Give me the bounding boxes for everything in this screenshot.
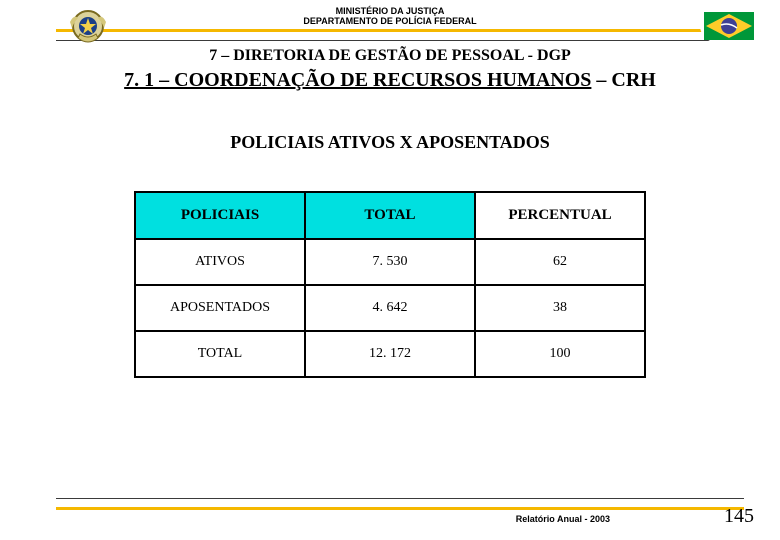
- col-header-2: PERCENTUAL: [475, 192, 645, 239]
- federal-police-badge-icon: [64, 4, 112, 57]
- subsection-underlined: 7. 1 – COORDENAÇÃO DE RECURSOS HUMANOS: [124, 69, 591, 91]
- col-header-0: POLICIAIS: [135, 192, 305, 239]
- section-heading: 7 – DIRETORIA DE GESTÃO DE PESSOAL - DGP: [0, 47, 780, 65]
- ministry-line1: MINISTÉRIO DA JUSTIÇA: [0, 6, 780, 16]
- table-row: ATIVOS 7. 530 62: [135, 239, 645, 285]
- footer-thin-rule: [56, 498, 744, 499]
- cell: TOTAL: [135, 331, 305, 377]
- table-row: TOTAL 12. 172 100: [135, 331, 645, 377]
- cell: 4. 642: [305, 285, 475, 331]
- subsection-tail: – CRH: [591, 69, 655, 91]
- cell: 38: [475, 285, 645, 331]
- footer-rules: [56, 498, 744, 512]
- col-header-1: TOTAL: [305, 192, 475, 239]
- page-number: 145: [724, 505, 754, 528]
- footer-report-label: Relatório Anual - 2003: [516, 514, 610, 524]
- brazil-flag-icon: [700, 6, 758, 51]
- data-table: POLICIAIS TOTAL PERCENTUAL ATIVOS 7. 530…: [134, 191, 646, 378]
- table-header-row: POLICIAIS TOTAL PERCENTUAL: [135, 192, 645, 239]
- data-table-wrap: POLICIAIS TOTAL PERCENTUAL ATIVOS 7. 530…: [0, 191, 780, 378]
- page-title: POLICIAIS ATIVOS X APOSENTADOS: [0, 132, 780, 153]
- header-thin-rule: [56, 40, 724, 41]
- header-yellow-rule: [56, 29, 724, 32]
- footer-yellow-rule: [56, 507, 744, 510]
- cell: 100: [475, 331, 645, 377]
- header: MINISTÉRIO DA JUSTIÇA DEPARTAMENTO DE PO…: [0, 0, 780, 92]
- table-row: APOSENTADOS 4. 642 38: [135, 285, 645, 331]
- cell: ATIVOS: [135, 239, 305, 285]
- cell: 7. 530: [305, 239, 475, 285]
- subsection-heading: 7. 1 – COORDENAÇÃO DE RECURSOS HUMANOS –…: [0, 69, 780, 92]
- ministry-line2: DEPARTAMENTO DE POLÍCIA FEDERAL: [0, 16, 780, 26]
- cell: 62: [475, 239, 645, 285]
- cell: 12. 172: [305, 331, 475, 377]
- cell: APOSENTADOS: [135, 285, 305, 331]
